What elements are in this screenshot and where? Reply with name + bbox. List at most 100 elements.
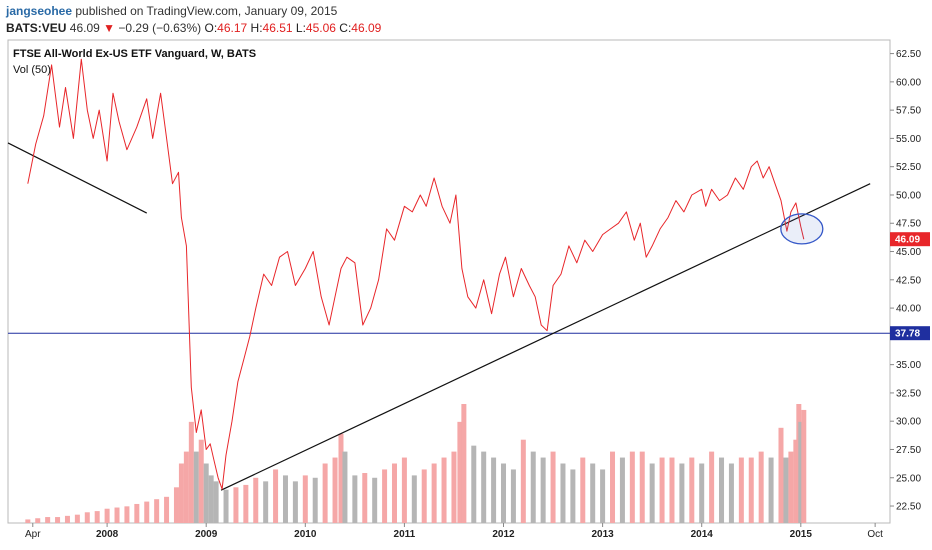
volume-bar bbox=[501, 463, 507, 523]
volume-bar bbox=[94, 511, 100, 523]
volume-bar bbox=[223, 489, 229, 523]
volume-bar bbox=[530, 451, 536, 523]
y-tick-label: 55.00 bbox=[896, 134, 921, 145]
open-value: 46.17 bbox=[217, 21, 248, 35]
volume-bar bbox=[600, 469, 606, 523]
plot-area[interactable] bbox=[7, 39, 891, 524]
y-tick-label: 60.00 bbox=[896, 77, 921, 88]
volume-bar bbox=[649, 463, 655, 523]
volume-bar bbox=[510, 469, 516, 523]
volume-bar bbox=[709, 451, 715, 523]
volume-bar bbox=[213, 481, 219, 523]
volume-bar bbox=[520, 439, 526, 523]
high-label: H: bbox=[250, 21, 263, 35]
highlight-circle bbox=[780, 213, 824, 245]
volume-bar bbox=[728, 463, 734, 523]
volume-bar bbox=[719, 457, 725, 523]
volume-bar bbox=[441, 457, 447, 523]
volume-bar bbox=[570, 469, 576, 523]
chart-header: jangseohee published on TradingView.com,… bbox=[4, 2, 928, 36]
volume-bar bbox=[481, 451, 487, 523]
y-tick-label: 57.50 bbox=[896, 106, 921, 117]
volume-bar bbox=[748, 457, 754, 523]
low-label: L: bbox=[295, 21, 306, 35]
volume-bar bbox=[793, 439, 799, 523]
volume-bar bbox=[679, 463, 685, 523]
close-value: 46.09 bbox=[351, 21, 382, 35]
volume-bar bbox=[580, 457, 586, 523]
volume-bar bbox=[164, 496, 170, 523]
volume-bar bbox=[783, 457, 789, 523]
volume-bar bbox=[540, 457, 546, 523]
y-tick-label: 35.00 bbox=[896, 360, 921, 371]
author-link[interactable]: jangseohee bbox=[6, 4, 73, 18]
volume-bar bbox=[178, 463, 184, 523]
volume-bar bbox=[322, 463, 328, 523]
volume-bar bbox=[35, 518, 41, 523]
x-tick-label: Apr bbox=[25, 529, 41, 540]
volume-bar bbox=[352, 475, 358, 523]
y-tick-label: 27.50 bbox=[896, 445, 921, 456]
last-price: 46.09 bbox=[69, 21, 100, 35]
volume-bar bbox=[411, 475, 417, 523]
volume-bar bbox=[590, 463, 596, 523]
x-tick-label: 2008 bbox=[96, 529, 119, 540]
y-axis[interactable]: 22.5025.0027.5030.0032.5035.0037.5040.00… bbox=[890, 49, 921, 513]
level-badge-label: 37.78 bbox=[895, 329, 920, 340]
volume-bar bbox=[471, 445, 477, 523]
volume-bar bbox=[84, 512, 90, 523]
trend-lines[interactable] bbox=[7, 142, 871, 491]
volume-bar bbox=[332, 457, 338, 523]
ohlc-line: BATS:VEU 46.09 ▼ −0.29 (−0.63%) O:46.17 … bbox=[6, 21, 381, 35]
y-tick-label: 42.50 bbox=[896, 275, 921, 286]
x-tick-label: 2012 bbox=[492, 529, 515, 540]
volume-bar bbox=[203, 463, 209, 523]
volume-bar bbox=[64, 515, 70, 523]
volume-bar bbox=[699, 463, 705, 523]
volume-bar bbox=[253, 477, 259, 523]
y-tick-label: 40.00 bbox=[896, 304, 921, 315]
y-tick-label: 50.00 bbox=[896, 190, 921, 201]
volume-bar bbox=[338, 433, 344, 523]
change-arrow-icon: ▼ bbox=[103, 21, 116, 35]
volume-label: Vol (50) bbox=[13, 64, 51, 76]
x-tick-label: 2010 bbox=[294, 529, 317, 540]
y-tick-label: 30.00 bbox=[896, 417, 921, 428]
volume-bars bbox=[25, 404, 807, 523]
volume-bar bbox=[758, 451, 764, 523]
x-axis[interactable]: Apr 2008 2009 2010 2011 2012 2013 2014 2015 Oct bbox=[25, 523, 883, 540]
publisher-line: jangseohee published on TradingView.com,… bbox=[6, 4, 337, 18]
volume-bar bbox=[421, 469, 427, 523]
volume-bar bbox=[273, 469, 279, 523]
volume-bar bbox=[382, 469, 388, 523]
volume-bar bbox=[183, 451, 189, 523]
volume-bar bbox=[491, 457, 497, 523]
volume-bar bbox=[104, 508, 110, 523]
y-tick-label: 62.50 bbox=[896, 49, 921, 60]
x-tick-label: 2013 bbox=[591, 529, 614, 540]
volume-bar bbox=[560, 463, 566, 523]
published-text: published on TradingView.com, January 09… bbox=[75, 4, 338, 18]
volume-bar bbox=[391, 463, 397, 523]
symbol-label: BATS:VEU bbox=[6, 21, 67, 35]
volume-bar bbox=[114, 507, 120, 523]
price-badges: 46.09 37.78 bbox=[890, 232, 930, 341]
x-tick-label: 2014 bbox=[691, 529, 714, 540]
volume-bar bbox=[461, 404, 467, 523]
x-tick-label: 2009 bbox=[195, 529, 218, 540]
price-series bbox=[27, 58, 805, 490]
volume-bar bbox=[233, 487, 239, 523]
circle-annotation[interactable] bbox=[780, 213, 824, 245]
volume-bar bbox=[342, 451, 348, 523]
volume-bar bbox=[243, 484, 249, 523]
volume-bar bbox=[689, 457, 695, 523]
volume-bar bbox=[124, 506, 130, 523]
volume-bar bbox=[74, 514, 80, 523]
last-price-badge-label: 46.09 bbox=[895, 235, 920, 246]
volume-bar bbox=[610, 451, 616, 523]
chart-title: FTSE All-World Ex-US ETF Vanguard, W, BA… bbox=[13, 48, 256, 60]
volume-bar bbox=[173, 487, 179, 523]
open-label: O: bbox=[204, 21, 218, 35]
volume-bar bbox=[55, 517, 61, 523]
